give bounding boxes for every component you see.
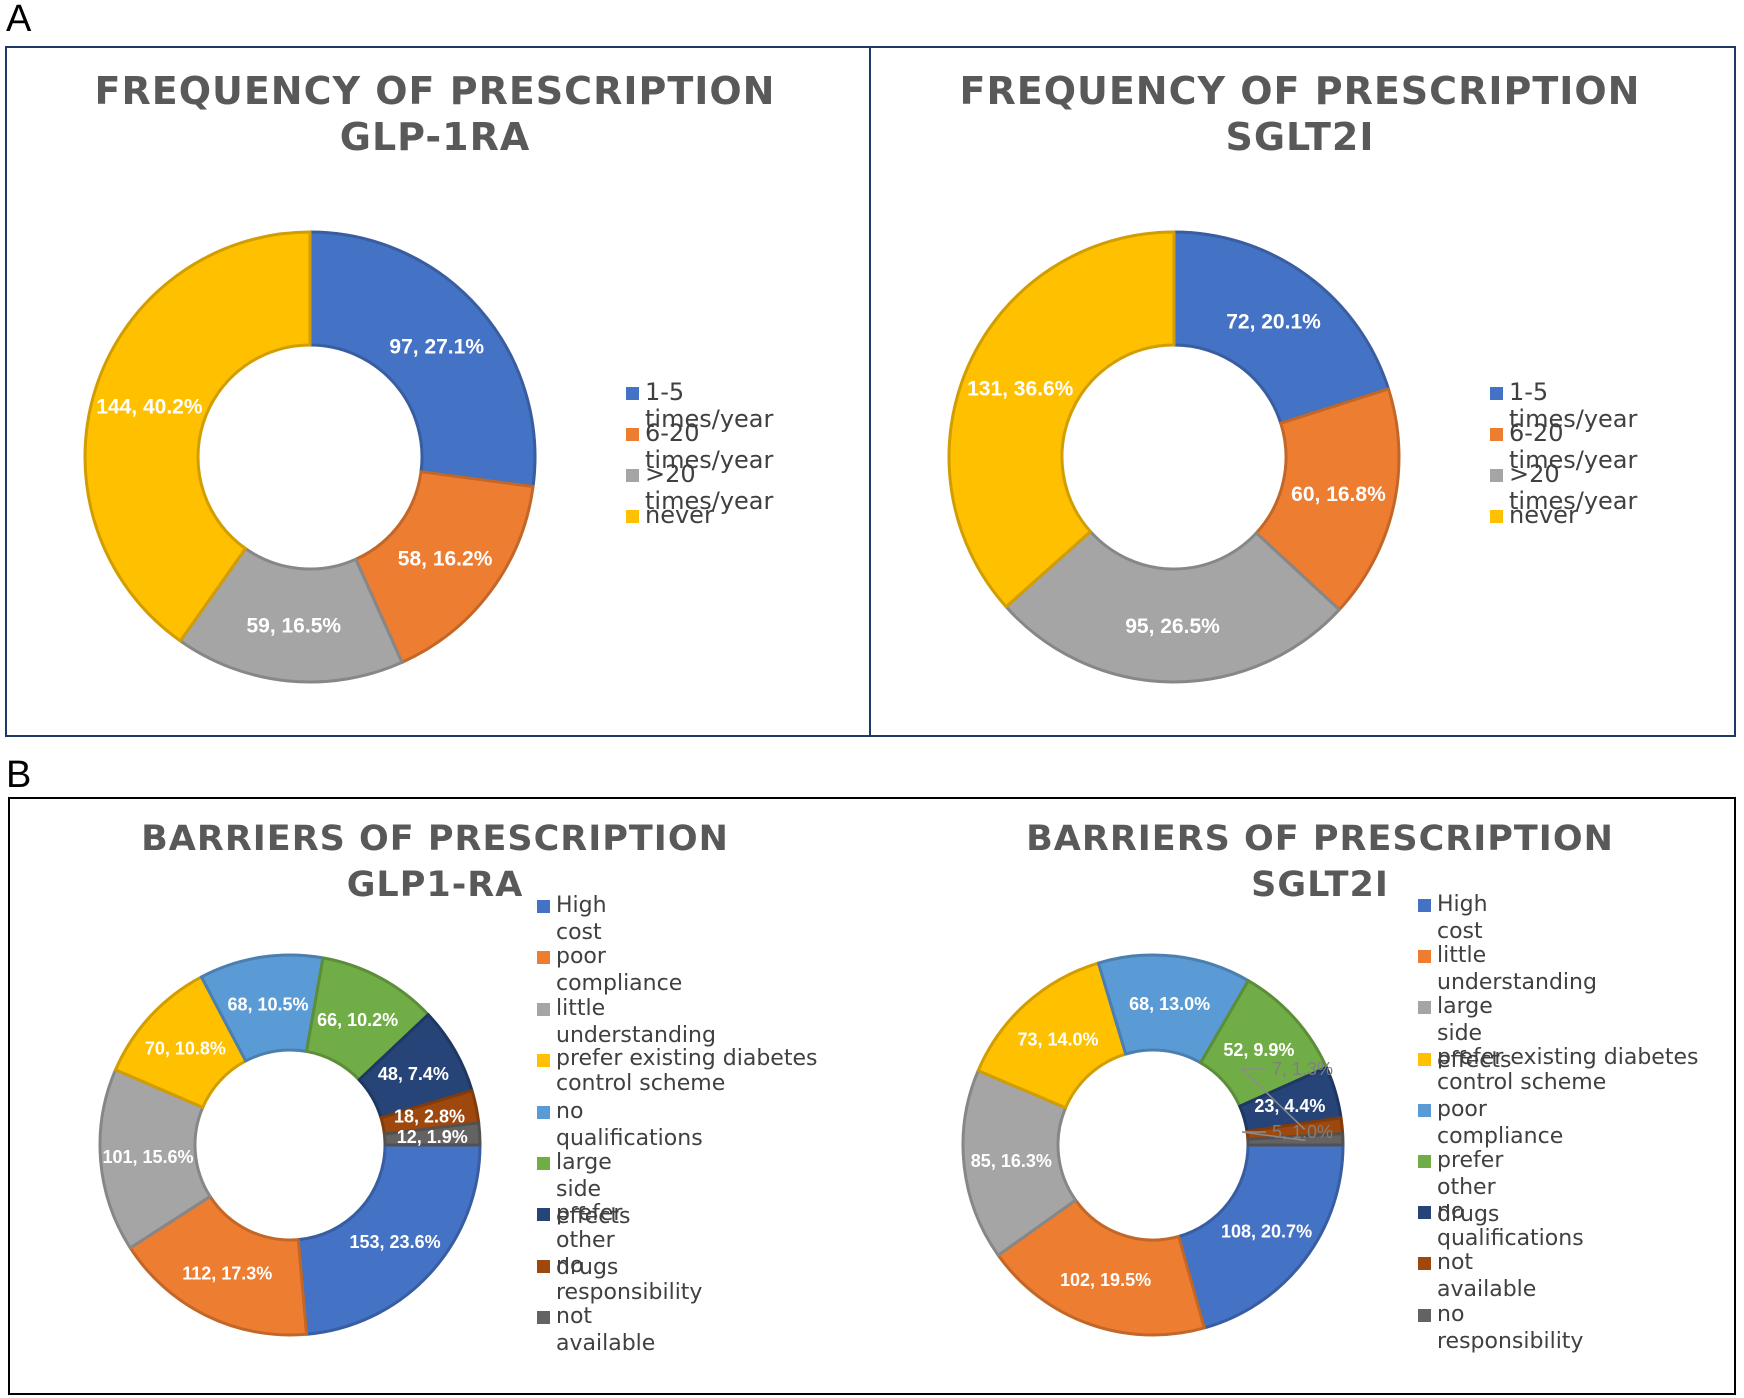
legend-label: 6-20 times/year	[645, 419, 774, 474]
legend-label: 1-5 times/year	[1509, 378, 1638, 433]
legend-label: poor compliance	[556, 944, 683, 997]
legend-label: never	[1509, 501, 1578, 529]
legend-label: prefer existing diabetes control scheme	[1437, 1044, 1699, 1095]
panel-label-a: A	[6, 0, 32, 40]
legend-swatch	[626, 469, 639, 482]
legend-label: 1-5 times/year	[645, 378, 774, 433]
legend-label: little understanding	[556, 995, 716, 1048]
legend-swatch	[1418, 1001, 1431, 1015]
chart-title-sglt2i-barriers: BARRIERS OF PRESCRIPTION SGLT2I	[960, 816, 1680, 908]
legend-label: large side effects	[556, 1150, 631, 1229]
data-label-20-times-year: 59, 16.5%	[246, 614, 341, 637]
legend-swatch	[537, 1054, 550, 1068]
legend-label: no qualifications	[1437, 1199, 1584, 1252]
legend-swatch	[537, 951, 550, 965]
legend-swatch	[537, 1105, 550, 1119]
legend-swatch	[1418, 1155, 1431, 1168]
legend-swatch	[1418, 1257, 1431, 1271]
legend-label: prefer other drugs	[556, 1201, 623, 1281]
chart-title-sglt2i-frequency: FREQUENCY OF PRESCRIPTION SGLT2I	[925, 68, 1675, 160]
chart-title-glp1ra-frequency: FREQUENCY OF PRESCRIPTION GLP-1RA	[60, 68, 810, 160]
legend-label: little understanding	[1437, 943, 1597, 996]
data-label-6-20-times-year: 58, 16.2%	[398, 547, 493, 570]
legend-label: never	[645, 501, 714, 529]
legend-label: not available	[556, 1304, 656, 1357]
legend-label: High cost	[556, 893, 607, 945]
legend-glp1ra-barriers: High cost poor compliance little understan…	[537, 893, 857, 1356]
legend-swatch	[1490, 387, 1503, 400]
chart-title-line: SGLT2I	[1225, 115, 1375, 159]
legend-label: not available	[1437, 1250, 1537, 1303]
panel-label-b: B	[6, 754, 32, 796]
legend-label: High cost	[1437, 892, 1488, 944]
legend-label: no responsibility	[556, 1252, 703, 1305]
chart-title-line: BARRIERS OF PRESCRIPTION SGLT2I	[1026, 819, 1614, 905]
legend-swatch	[1490, 428, 1503, 441]
legend-swatch	[1418, 1206, 1431, 1220]
legend-label: >20 times/year	[1509, 460, 1638, 515]
legend-swatch	[626, 510, 639, 523]
legend-swatch	[1490, 469, 1503, 482]
chart-title-glp1ra-barriers: BARRIERS OF PRESCRIPTION GLP1-RA	[120, 816, 750, 908]
legend-swatch	[537, 1157, 550, 1170]
panel-a-right-frame	[869, 46, 1736, 737]
chart-title-line: BARRIERS OF PRESCRIPTION	[141, 819, 729, 859]
panel-b-frame	[8, 797, 1736, 1395]
legend-sglt2i-frequency: 1-5 times/year 6-20 times/year >20 times/y…	[1490, 379, 1740, 567]
chart-title-line: GLP1-RA	[346, 865, 524, 905]
legend-swatch	[1418, 1103, 1431, 1117]
donut-slice-20-times-year	[178, 547, 404, 684]
legend-swatch	[1418, 1052, 1431, 1066]
legend-label: >20 times/year	[645, 460, 774, 515]
chart-title-line: GLP-1RA	[339, 115, 531, 159]
legend-swatch	[537, 1259, 550, 1273]
donut-slice-1-5-times-year	[308, 230, 537, 489]
legend-label: poor compliance	[1437, 1096, 1564, 1149]
legend-swatch	[1418, 950, 1431, 964]
legend-swatch	[537, 1002, 550, 1016]
donut-slice-6-20-times-year	[354, 470, 535, 664]
donut-slice-never	[83, 230, 312, 643]
legend-swatch	[537, 1208, 550, 1222]
legend-label: prefer other drugs	[1437, 1148, 1504, 1227]
legend-label: 6-20 times/year	[1509, 419, 1638, 474]
legend-swatch	[1418, 1308, 1431, 1322]
legend-sglt2i-barriers: High cost little understanding large side …	[1418, 892, 1738, 1354]
legend-swatch	[537, 1311, 550, 1325]
legend-swatch	[626, 428, 639, 441]
legend-swatch	[537, 900, 550, 913]
legend-label: prefer existing diabetes control scheme	[556, 1046, 818, 1097]
legend-label: no responsibility	[1437, 1301, 1584, 1354]
legend-label: large side effects	[1437, 994, 1512, 1074]
legend-glp1ra-frequency: 1-5 times/year 6-20 times/year >20 times/y…	[626, 379, 876, 567]
legend-swatch	[1418, 899, 1431, 912]
legend-swatch	[1490, 510, 1503, 523]
data-label-1-5-times-year: 97, 27.1%	[389, 336, 484, 359]
data-label-never: 144, 40.2%	[96, 396, 203, 419]
legend-swatch	[626, 387, 639, 400]
chart-title-line: FREQUENCY OF PRESCRIPTION	[959, 69, 1641, 113]
legend-label: no qualifications	[556, 1098, 703, 1151]
chart-title-line: FREQUENCY OF PRESCRIPTION	[94, 69, 776, 113]
